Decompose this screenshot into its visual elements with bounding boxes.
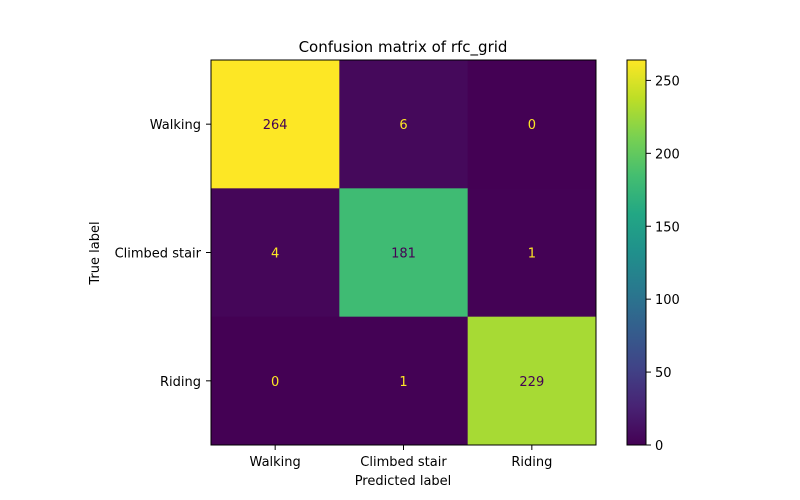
cell-value-r1-c2: 1 [528, 247, 536, 262]
heatmap-cell-r0-c1 [339, 60, 469, 189]
heatmap-cell-r0-c0 [211, 60, 340, 189]
cell-value-r0-c2: 0 [528, 118, 536, 133]
colorbar [626, 59, 647, 446]
heatmap-cell-labels: 264 6 0 4 181 1 0 1 229 [263, 118, 544, 390]
colorbar-ticks: 0 50 100 150 200 250 [646, 74, 680, 454]
y-axis-ticks: Walking Climbed stair Riding [115, 118, 211, 390]
heatmap-cell-r1-c2 [467, 188, 597, 318]
heatmap-cell-r0-c2 [467, 60, 597, 189]
y-axis-label: True label [88, 221, 103, 285]
x-tick-label-2: Riding [511, 455, 552, 470]
heatmap-cell-r1-c0 [211, 188, 340, 318]
colorbar-tick-label-0: 0 [655, 439, 663, 454]
heatmap-cells [211, 60, 597, 446]
cell-value-r2-c2: 229 [519, 375, 544, 390]
heatmap-cell-r2-c0 [211, 316, 340, 446]
colorbar-tick-label-2: 100 [655, 293, 680, 308]
colorbar-tick-label-1: 50 [655, 366, 672, 381]
colorbar-tick-label-5: 250 [655, 74, 680, 89]
cell-value-r0-c0: 264 [263, 118, 288, 133]
cell-value-r1-c0: 4 [271, 247, 279, 262]
colorbar-tick-label-4: 200 [655, 147, 680, 162]
x-axis-ticks: Walking Climbed stair Riding [250, 445, 552, 470]
x-axis-label: Predicted label [355, 474, 452, 489]
y-tick-label-0: Walking [150, 118, 201, 133]
heatmap-cell-r2-c2 [467, 316, 597, 446]
x-tick-label-1: Climbed stair [360, 455, 447, 470]
heatmap-cell-r2-c1 [339, 316, 469, 446]
cell-value-r0-c1: 6 [399, 118, 407, 133]
y-tick-label-1: Climbed stair [115, 247, 202, 262]
cell-value-r2-c1: 1 [399, 375, 407, 390]
cell-value-r2-c0: 0 [271, 375, 279, 390]
y-tick-label-2: Riding [160, 375, 201, 390]
heatmap-cell-r1-c1 [339, 188, 469, 318]
colorbar-tick-label-3: 150 [655, 220, 680, 235]
chart-title: Confusion matrix of rfc_grid [299, 38, 508, 57]
cell-value-r1-c1: 181 [391, 247, 416, 262]
x-tick-label-0: Walking [250, 455, 301, 470]
